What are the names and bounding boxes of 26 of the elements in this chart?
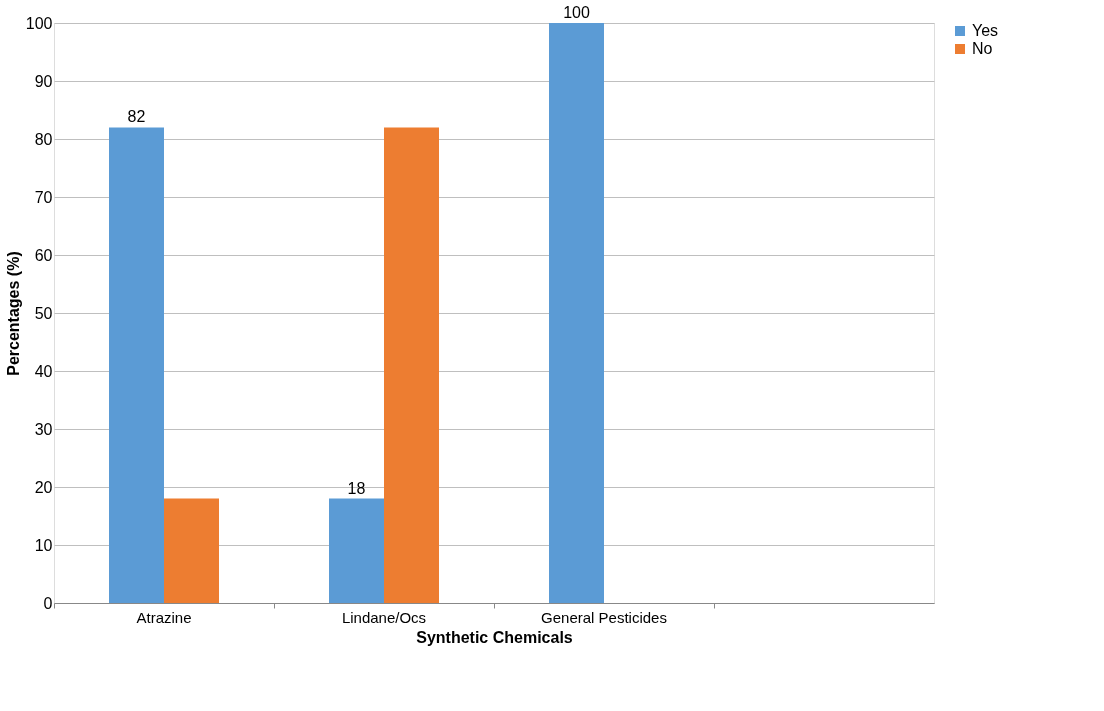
bar	[329, 498, 384, 603]
x-tick-label: Atrazine	[136, 608, 192, 626]
bar	[164, 498, 219, 603]
bar	[384, 127, 439, 603]
bar	[549, 23, 604, 603]
x-tick-label: General Pesticides	[541, 608, 667, 626]
data-label: 82	[127, 108, 146, 126]
y-tick-label: 90	[34, 72, 53, 90]
y-tick-label: 40	[34, 362, 53, 380]
bar	[109, 127, 164, 603]
legend-label: Yes	[972, 22, 999, 39]
y-tick-label: 30	[34, 420, 53, 438]
y-tick-label: 0	[43, 594, 53, 612]
y-tick-label: 70	[34, 188, 53, 206]
y-tick-label: 20	[34, 478, 53, 496]
data-label: 18	[347, 479, 366, 497]
data-label: 100	[563, 4, 590, 21]
y-tick-label: 100	[25, 14, 53, 32]
y-tick-label: 10	[34, 536, 53, 554]
x-tick-label: Lindane/Ocs	[341, 608, 427, 626]
y-tick-label: 60	[34, 246, 53, 264]
y-tick-label: 50	[34, 304, 53, 322]
legend-label: No	[972, 40, 993, 57]
y-axis-title: Percentages (%)	[4, 251, 22, 376]
y-tick-label: 80	[34, 130, 53, 148]
x-axis-title: Synthetic Chemicals	[416, 628, 573, 646]
